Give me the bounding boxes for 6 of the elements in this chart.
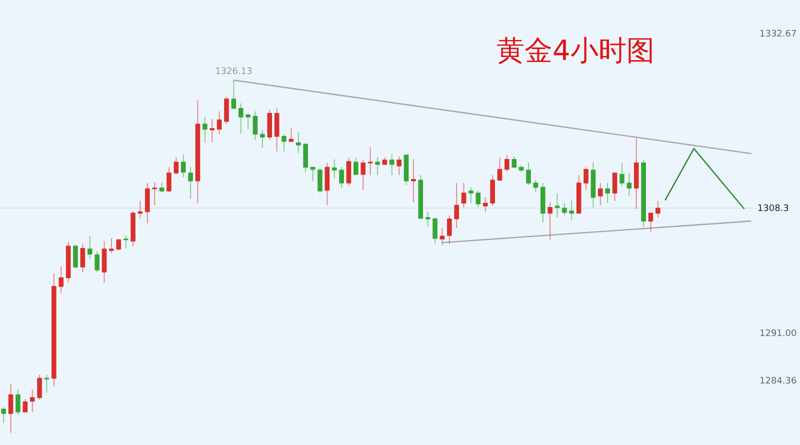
y-tick-label: 1291.00 xyxy=(760,328,797,339)
y-tick-label: 1284.36 xyxy=(760,376,797,386)
annotation: 1326.13 xyxy=(215,67,252,78)
y-tick-label: 1332.67 xyxy=(760,30,797,40)
text: 黄金4小时图 xyxy=(496,34,654,67)
ref-line-label: 1308.3 xyxy=(757,204,789,214)
